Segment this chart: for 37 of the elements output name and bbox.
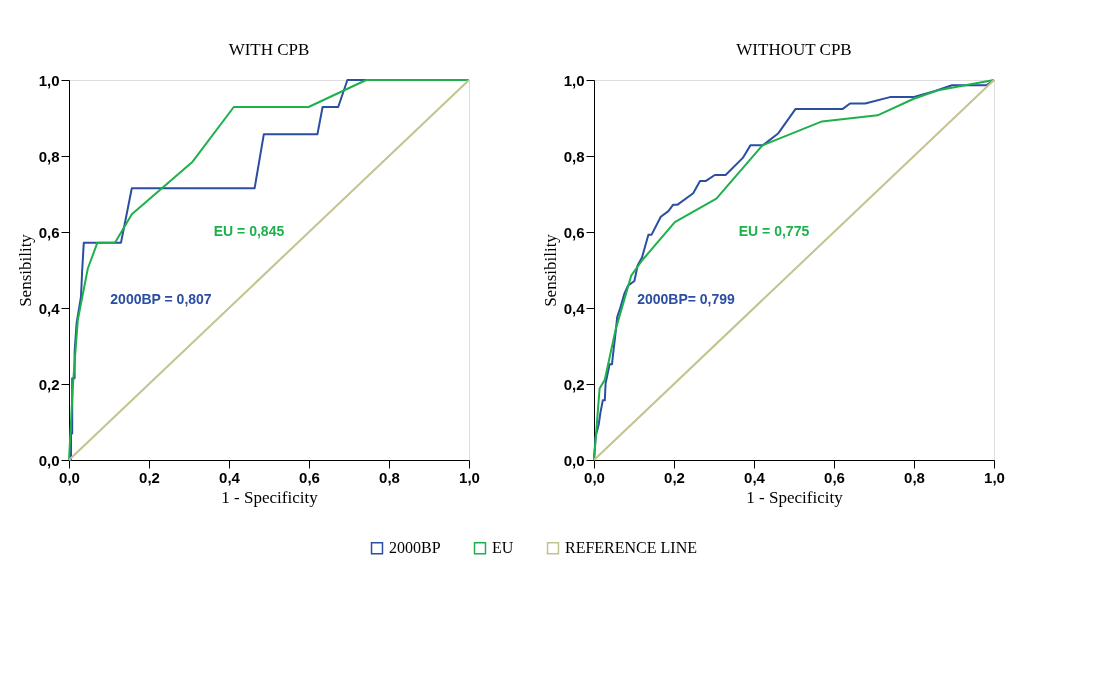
- chart-title: WITHOUT CPB: [736, 40, 852, 59]
- y-tick-label: 1,0: [38, 71, 60, 89]
- annotation: EU = 0,845: [213, 223, 285, 239]
- legend-label: REFERENCE LINE: [565, 539, 697, 557]
- annotation: 2000BP= 0,799: [637, 291, 736, 308]
- x-axis-title: 1 - Specificity: [221, 487, 319, 507]
- x-tick-label: 0,6: [299, 468, 320, 486]
- x-tick-label: 0,2: [664, 468, 685, 486]
- y-axis-title: Sensibility: [15, 233, 35, 307]
- y-tick-label: 0,8: [563, 147, 585, 165]
- y-tick-label: 0,6: [38, 223, 60, 241]
- y-tick-label: 0,2: [563, 375, 585, 393]
- x-tick-label: 0,4: [744, 468, 766, 486]
- x-tick-label: 0,8: [379, 468, 400, 486]
- x-tick-label: 0,2: [139, 468, 160, 486]
- y-tick-label: 0,8: [38, 147, 60, 165]
- y-tick-label: 0,4: [38, 299, 61, 317]
- x-tick-label: 0,8: [904, 468, 925, 486]
- y-tick-label: 0,2: [38, 375, 60, 393]
- x-tick-label: 0,4: [219, 468, 241, 486]
- x-tick-label: 1,0: [459, 468, 480, 486]
- x-tick-label: 1,0: [984, 468, 1005, 486]
- y-tick-label: 0,0: [38, 451, 60, 469]
- y-tick-label: 0,0: [563, 451, 585, 469]
- x-tick-label: 0,0: [59, 468, 80, 486]
- x-tick-label: 0,0: [584, 468, 605, 486]
- legend-label: 2000BP: [389, 539, 441, 557]
- x-axis-title: 1 - Specificity: [746, 487, 844, 507]
- chart-title: WITH CPB: [228, 40, 310, 59]
- y-axis-title: Sensibility: [540, 233, 560, 307]
- y-tick-label: 1,0: [563, 71, 585, 89]
- annotation: EU = 0,775: [738, 223, 810, 239]
- y-tick-label: 0,6: [563, 223, 585, 241]
- y-tick-label: 0,4: [563, 299, 586, 317]
- legend-label: EU: [492, 539, 514, 557]
- annotation: 2000BP = 0,807: [110, 291, 212, 308]
- x-tick-label: 0,6: [824, 468, 845, 486]
